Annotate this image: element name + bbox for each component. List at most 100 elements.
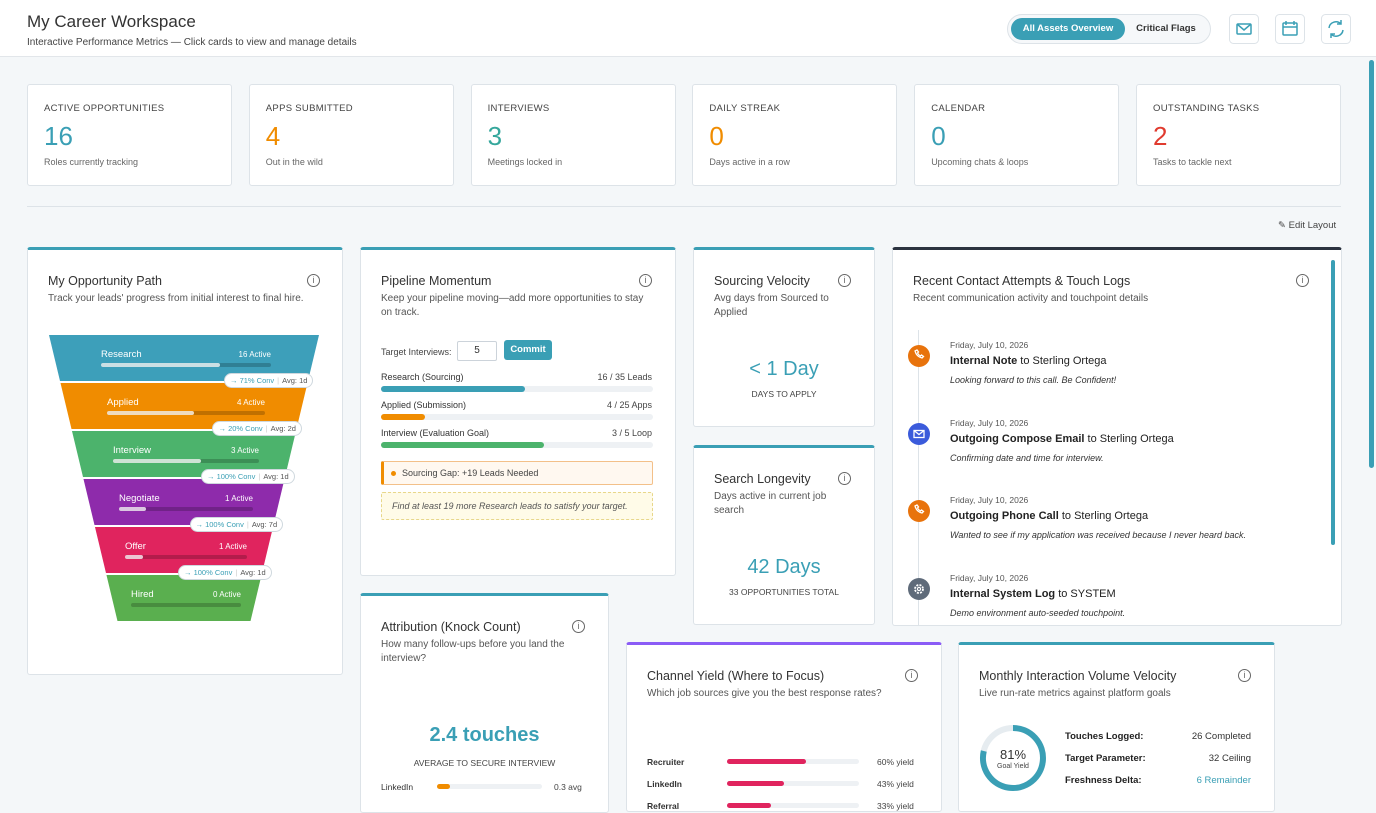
stage-name: Research <box>101 349 142 360</box>
conv-badge: → 20% Conv | Avg: 2d <box>212 421 302 436</box>
pipeline-card[interactable]: Pipeline Momentum Keep your pipeline mov… <box>360 247 676 576</box>
stage-name: Interview <box>113 445 152 456</box>
longevity-card[interactable]: Search Longevity Days active in current … <box>693 445 875 625</box>
channel-fill <box>727 803 771 808</box>
card-subtitle: How many follow-ups before you land the … <box>381 639 565 664</box>
stat-label: DAILY STREAK <box>709 103 781 114</box>
stat-label: CALENDAR <box>931 103 986 114</box>
card-title: My Opportunity Path <box>48 274 162 288</box>
channel-label: Recruiter <box>647 757 685 767</box>
velocity-card[interactable]: Sourcing Velocity Avg days from Sourced … <box>693 247 875 427</box>
info-icon[interactable]: i <box>572 620 585 633</box>
info-icon[interactable]: i <box>1296 274 1309 287</box>
commit-button[interactable]: Commit <box>504 340 552 360</box>
stage-track <box>119 507 253 511</box>
info-icon[interactable]: i <box>838 472 851 485</box>
conv: → 100% Conv <box>207 472 256 481</box>
funnel-stage[interactable] <box>94 527 274 573</box>
edit-layout[interactable]: ✎ Edit Layout <box>1278 220 1337 231</box>
info-icon[interactable]: i <box>905 669 918 682</box>
tab[interactable]: Critical Flags <box>1136 23 1196 34</box>
conv: → 20% Conv <box>218 424 263 433</box>
stage-fill <box>125 555 144 559</box>
stat-card[interactable]: OUTSTANDING TASKS 2 Tasks to tackle next <box>1136 84 1341 186</box>
stat-note: Upcoming chats & loops <box>931 157 1029 167</box>
stage-name: Negotiate <box>119 493 160 504</box>
avg: Avg: 1d <box>282 376 308 385</box>
funnel-stage[interactable] <box>60 383 308 429</box>
icon-glyph <box>914 349 925 359</box>
ring-caption: Goal Yield <box>997 763 1029 770</box>
conv: → 100% Conv <box>184 568 233 577</box>
conv: → 100% Conv <box>195 520 244 529</box>
pipeline-count: 4 / 25 Apps <box>606 400 652 410</box>
target-input[interactable]: 5 <box>457 341 497 361</box>
pipeline-label: Applied (Submission) <box>381 400 467 410</box>
info-icon[interactable]: i <box>1238 669 1251 682</box>
stage-active: 1 Active <box>218 542 247 551</box>
goal-ring <box>980 725 1046 791</box>
stat-value: 3 <box>487 121 503 151</box>
contact-type: Internal System Log <box>950 587 1056 600</box>
separator: | <box>235 568 238 577</box>
header: My Career Workspace Interactive Performa… <box>0 0 1376 57</box>
contact-date: Friday, July 10, 2026 <box>950 495 1029 505</box>
card-subtitle: Keep your pipeline moving—add more oppor… <box>381 293 644 318</box>
stat-label: OUTSTANDING TASKS <box>1153 103 1260 114</box>
conv-badge: → 100% Conv | Avg: 1d <box>178 565 272 580</box>
attribution-card[interactable]: Attribution (Knock Count) How many follo… <box>360 593 609 813</box>
stat-value: 0 <box>709 121 724 151</box>
stat-card[interactable]: ACTIVE OPPORTUNITIES 16 Roles currently tr… <box>27 84 232 186</box>
channel-fill <box>727 781 784 786</box>
contact-heading: Outgoing Compose Email to Sterling Orteg… <box>950 433 1174 445</box>
stage-track <box>113 459 259 463</box>
metric-value: < 1 Day <box>749 358 819 380</box>
info-icon[interactable]: i <box>639 274 652 287</box>
pipeline-count: 16 / 35 Leads <box>597 372 652 382</box>
refresh-button[interactable] <box>1321 14 1351 44</box>
contacts-card[interactable]: Recent Contact Attempts & Touch Logs Rec… <box>892 247 1342 626</box>
funnel-stage[interactable] <box>106 575 262 621</box>
target-label: Target Interviews: <box>381 347 452 357</box>
stat-card[interactable]: CALENDAR 0 Upcoming chats & loops <box>914 84 1120 186</box>
page-subtitle: Interactive Performance Metrics — Click … <box>27 37 357 48</box>
edit-layout-label[interactable]: Edit Layout <box>1288 220 1337 231</box>
stage-name: Offer <box>125 541 146 552</box>
metric-value: 2.4 touches <box>429 724 540 746</box>
tab[interactable]: All Assets Overview <box>1011 18 1125 40</box>
separator: | <box>265 424 268 433</box>
contact-note: Looking forward to this call. Be Confide… <box>950 375 1117 385</box>
contact-icon <box>908 500 930 522</box>
funnel-stage[interactable] <box>71 431 297 477</box>
card-subtitle: Live run-rate metrics against platform g… <box>979 688 1171 699</box>
stage-track <box>125 555 247 559</box>
info-icon[interactable]: i <box>838 274 851 287</box>
separator: | <box>277 376 280 385</box>
stat-value: 4 <box>265 121 281 151</box>
funnel-card[interactable]: My Opportunity Path Track your leads' pr… <box>27 247 343 675</box>
contact-icon <box>908 577 930 600</box>
stat-card[interactable]: APPS SUBMITTED 4 Out in the wild <box>248 84 454 186</box>
conv-badge: → 100% Conv | Avg: 7d <box>189 517 284 532</box>
stage-active: 0 Active <box>212 590 241 599</box>
channel-card[interactable]: Channel Yield (Where to Focus) Which job… <box>626 642 942 812</box>
info-icon[interactable]: i <box>307 274 320 287</box>
pipeline-label: Research (Sourcing) <box>381 372 464 382</box>
channel-track <box>727 803 859 808</box>
stat-card[interactable]: DAILY STREAK 0 Days active in a row <box>692 84 898 186</box>
stage-fill <box>107 411 194 415</box>
monthly-card[interactable]: Monthly Interaction Volume Velocity Live… <box>958 642 1275 812</box>
funnel-stage[interactable] <box>49 335 319 381</box>
funnel-shape <box>49 335 319 621</box>
pipeline-fill <box>381 414 425 420</box>
gap-alert: Sourcing Gap: +19 Leads Needed <box>381 461 653 485</box>
calendar-button[interactable] <box>1275 14 1305 44</box>
scrollbar <box>1331 260 1335 545</box>
stage-active: 1 Active <box>224 494 253 503</box>
contact-heading: Internal Note to Sterling Ortega <box>950 355 1107 367</box>
stat-card[interactable]: INTERVIEWS 3 Meetings locked in <box>470 84 676 186</box>
contact-target: to Sterling Ortega <box>1061 510 1149 522</box>
funnel-stage[interactable] <box>83 479 285 525</box>
mail-button[interactable] <box>1229 14 1259 44</box>
contact-icon <box>908 422 930 445</box>
